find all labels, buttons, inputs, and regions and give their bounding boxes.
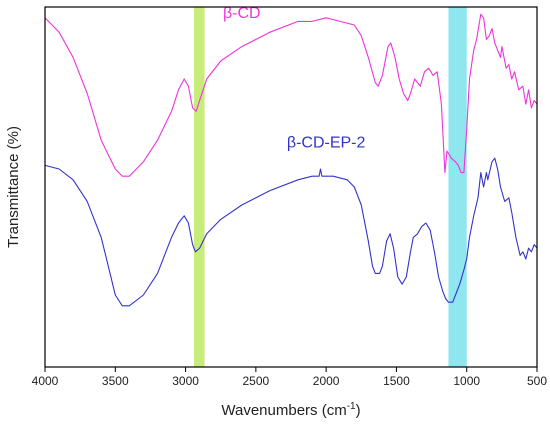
highlight-bands — [194, 7, 467, 367]
series-line-1 — [44, 157, 538, 307]
x-tick-label: 2500 — [243, 374, 270, 388]
x-tick-label: 3500 — [102, 374, 129, 388]
x-axis-title-sup: -1 — [347, 401, 356, 412]
highlight-band-0 — [194, 7, 205, 367]
x-tick-label: 2000 — [313, 374, 340, 388]
y-axis-title: Transmittance (%) — [5, 126, 22, 248]
x-tick-label: 500 — [527, 374, 547, 388]
series-annotations: β-CD β-CD-EP-2 — [223, 5, 366, 152]
x-tick-label: 3000 — [172, 374, 199, 388]
series-label-1: β-CD-EP-2 — [287, 134, 366, 151]
series-line-0 — [44, 13, 538, 177]
plot-frame — [44, 6, 538, 368]
x-tick-label: 1000 — [453, 374, 480, 388]
x-axis-title-main: Wavenumbers (cm — [221, 402, 346, 419]
x-tick-label: 1500 — [383, 374, 410, 388]
x-tick-label: 4000 — [32, 374, 59, 388]
x-axis-title: Wavenumbers (cm-1) — [221, 401, 360, 419]
x-axis-ticks: 4000 3500 3000 2500 2000 1500 1000 500 — [32, 367, 547, 388]
series-label-0: β-CD — [223, 5, 261, 22]
x-axis-title-close: ) — [356, 402, 361, 419]
series-lines — [44, 13, 538, 307]
highlight-band-1 — [448, 7, 467, 367]
